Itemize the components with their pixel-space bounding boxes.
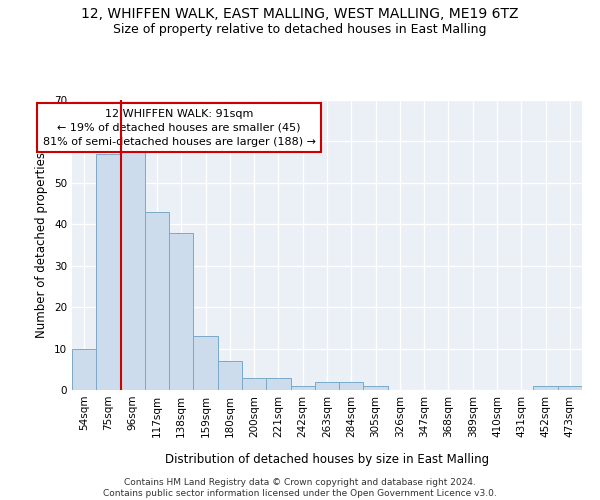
Bar [169,232,193,390]
Text: Distribution of detached houses by size in East Malling: Distribution of detached houses by size … [165,452,489,466]
Bar [266,378,290,390]
Bar [121,150,145,390]
Bar [218,361,242,390]
Text: Size of property relative to detached houses in East Malling: Size of property relative to detached ho… [113,22,487,36]
Bar [290,386,315,390]
Bar [364,386,388,390]
Text: Contains HM Land Registry data © Crown copyright and database right 2024.
Contai: Contains HM Land Registry data © Crown c… [103,478,497,498]
Bar [193,336,218,390]
Y-axis label: Number of detached properties: Number of detached properties [35,152,49,338]
Text: 12 WHIFFEN WALK: 91sqm
← 19% of detached houses are smaller (45)
81% of semi-det: 12 WHIFFEN WALK: 91sqm ← 19% of detached… [43,108,316,146]
Bar [145,212,169,390]
Bar [558,386,582,390]
Bar [315,382,339,390]
Bar [96,154,121,390]
Bar [72,348,96,390]
Bar [339,382,364,390]
Bar [242,378,266,390]
Bar [533,386,558,390]
Text: 12, WHIFFEN WALK, EAST MALLING, WEST MALLING, ME19 6TZ: 12, WHIFFEN WALK, EAST MALLING, WEST MAL… [81,8,519,22]
